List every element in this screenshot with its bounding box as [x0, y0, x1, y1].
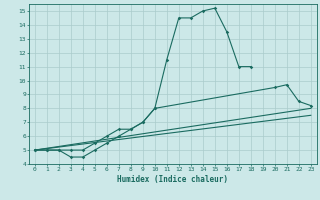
X-axis label: Humidex (Indice chaleur): Humidex (Indice chaleur): [117, 175, 228, 184]
